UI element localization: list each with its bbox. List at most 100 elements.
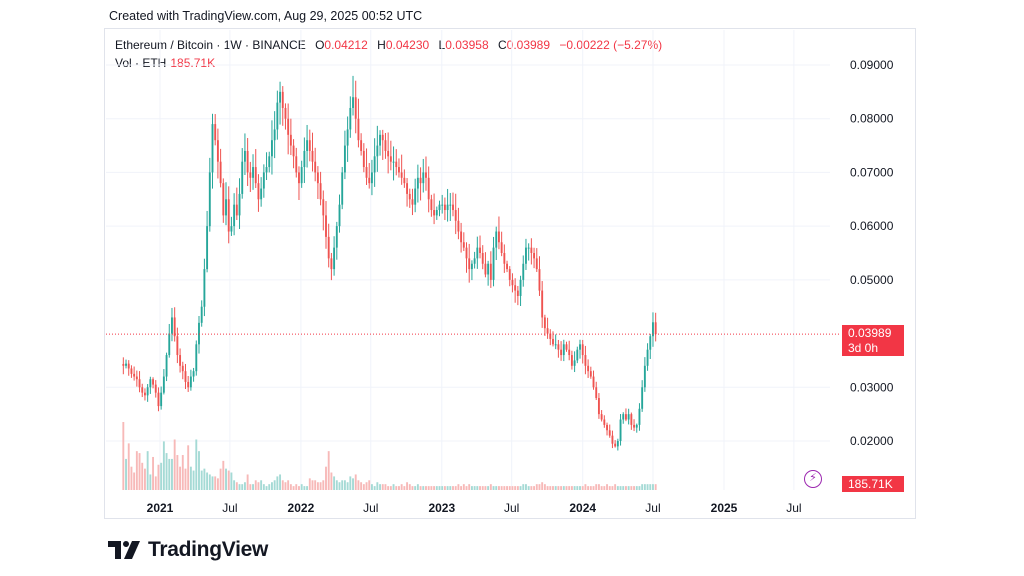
candle-body bbox=[603, 419, 606, 425]
volume-bar bbox=[235, 482, 238, 490]
volume-bar bbox=[579, 486, 581, 490]
volume-bar bbox=[495, 486, 498, 490]
y-tick-label: 0.08000 bbox=[850, 112, 894, 126]
symbol-label[interactable]: Ethereum / Bitcoin · 1W · BINANCE bbox=[115, 38, 306, 52]
volume-label[interactable]: Vol · ETH bbox=[115, 56, 167, 70]
candle-body bbox=[641, 387, 644, 409]
volume-bar bbox=[403, 486, 406, 490]
candle-body bbox=[376, 145, 379, 157]
volume-bar bbox=[457, 484, 460, 490]
x-tick-label: Jul bbox=[504, 501, 519, 515]
y-axis: 0.09000 0.08000 0.07000 0.06000 0.05000 0.030… bbox=[850, 58, 894, 448]
volume-bar bbox=[462, 484, 465, 490]
candle-body bbox=[184, 371, 187, 382]
lightning-icon[interactable]: ⚡ bbox=[804, 470, 822, 488]
volume-bar bbox=[406, 482, 409, 490]
volume-bar bbox=[387, 486, 390, 490]
candle-body bbox=[214, 124, 217, 141]
volume-bar bbox=[219, 468, 222, 490]
candle-body bbox=[625, 414, 627, 420]
candle-body bbox=[454, 210, 457, 221]
volume-bar bbox=[481, 486, 484, 490]
candle-body bbox=[195, 344, 198, 372]
volume-bar bbox=[633, 486, 635, 490]
volume-bar bbox=[592, 486, 595, 490]
candle-body bbox=[346, 129, 349, 146]
candle-body bbox=[333, 247, 336, 270]
volume-bar bbox=[643, 484, 646, 490]
candle-body bbox=[600, 414, 603, 420]
candle-body bbox=[279, 91, 282, 103]
volume-bar bbox=[519, 486, 522, 490]
candle-body bbox=[619, 419, 622, 441]
volume-bar bbox=[625, 486, 627, 490]
candle-body bbox=[381, 134, 384, 141]
volume-bar bbox=[479, 486, 481, 490]
volume-bar bbox=[268, 484, 271, 490]
candle-body bbox=[133, 373, 136, 377]
candle-body bbox=[533, 253, 536, 259]
volume-bar bbox=[298, 486, 300, 490]
volume-bar bbox=[533, 486, 536, 490]
volume-bar bbox=[557, 486, 560, 490]
volume-bar bbox=[408, 484, 411, 490]
candle-body bbox=[457, 220, 460, 232]
volume-bar bbox=[360, 482, 363, 490]
volume-bar bbox=[165, 453, 168, 490]
volume-bar bbox=[368, 480, 371, 490]
candle-body bbox=[525, 247, 527, 264]
volume-bar bbox=[214, 476, 217, 490]
candle-body bbox=[597, 398, 600, 415]
candle-body bbox=[230, 226, 233, 232]
volume-bar bbox=[130, 466, 133, 490]
candle-body bbox=[189, 376, 192, 388]
volume-bar bbox=[470, 486, 473, 490]
candle-body bbox=[549, 333, 552, 339]
candle-body bbox=[335, 226, 338, 248]
candle-body bbox=[403, 177, 406, 184]
candle-body bbox=[608, 430, 611, 436]
candle-body bbox=[127, 363, 130, 369]
volume-bar bbox=[238, 484, 241, 490]
volume-bar bbox=[492, 486, 495, 490]
volume-bar bbox=[635, 486, 638, 490]
volume-bar bbox=[141, 462, 144, 490]
volume-bar bbox=[206, 472, 209, 490]
tradingview-brand[interactable]: TradingView bbox=[108, 538, 268, 562]
low-value: 0.03958 bbox=[445, 38, 489, 52]
candle-body bbox=[473, 258, 476, 264]
candle-body bbox=[157, 392, 160, 407]
x-tick-label: Jul bbox=[786, 501, 801, 515]
candle-body bbox=[370, 172, 373, 184]
volume-bar bbox=[200, 470, 203, 490]
candle-body bbox=[273, 129, 276, 141]
volume-bar bbox=[622, 486, 625, 490]
volume-bar bbox=[284, 482, 287, 490]
candle-body bbox=[511, 279, 514, 286]
candle-body bbox=[338, 204, 341, 227]
candle-body bbox=[441, 204, 444, 206]
volume-bar bbox=[168, 458, 171, 490]
candle-body bbox=[192, 371, 195, 377]
candle-body bbox=[646, 349, 649, 366]
candle-body bbox=[592, 376, 595, 388]
last-price-value: 0.03989 bbox=[848, 326, 892, 340]
y-tick-label: 0.05000 bbox=[850, 273, 894, 287]
candle-body bbox=[265, 167, 268, 173]
x-tick-label: Jul bbox=[222, 501, 237, 515]
candle-body bbox=[314, 161, 317, 173]
candle-body bbox=[303, 150, 306, 168]
candle-body bbox=[606, 424, 608, 431]
volume-bar bbox=[389, 486, 392, 490]
volume-bar bbox=[300, 484, 303, 490]
volume-bar bbox=[308, 478, 311, 490]
candle-body bbox=[414, 188, 417, 205]
volume-bar bbox=[325, 466, 327, 490]
candle-body bbox=[135, 376, 138, 380]
high-value: 0.04230 bbox=[385, 38, 430, 52]
volume-bar bbox=[316, 482, 319, 490]
created-with-label: Created with TradingView.com, Aug 29, 20… bbox=[109, 9, 423, 23]
candle-body bbox=[341, 172, 344, 205]
candle-body bbox=[635, 424, 638, 428]
